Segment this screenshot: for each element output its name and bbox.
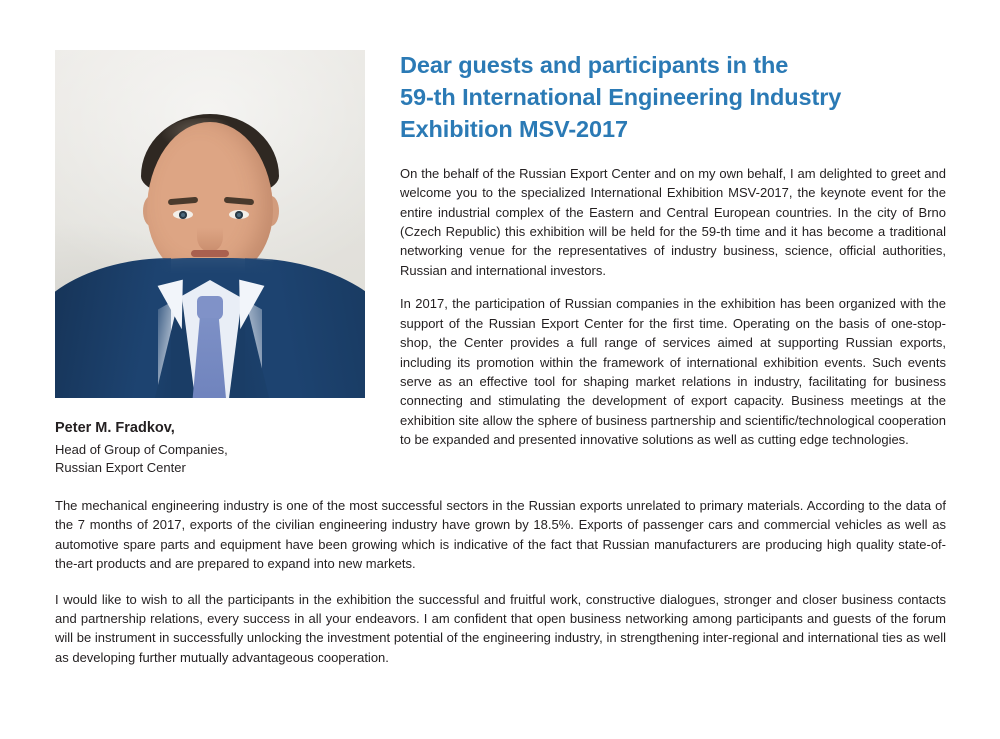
necktie-knot — [197, 296, 223, 320]
mouth-shape — [191, 250, 229, 257]
page-title-line-2: 59-th International Engineering Industry — [400, 83, 842, 110]
bottom-section: The mechanical engineering industry is o… — [55, 496, 946, 683]
portrait-caption: Peter M. Fradkov, Head of Group of Compa… — [55, 418, 365, 477]
page-title-line-1: Dear guests and participants in the — [400, 52, 789, 78]
page-title-line-3: Exhibition MSV-2017 — [400, 115, 628, 142]
suit-shadow-left — [55, 258, 171, 398]
suit-shadow-right — [245, 258, 365, 398]
body-paragraph-2: I would like to wish to all the particip… — [55, 591, 946, 665]
portrait-photo — [55, 50, 365, 398]
signatory-name: Peter M. Fradkov, — [55, 420, 175, 436]
intro-paragraph-2: In 2017, the participation of Russian co… — [400, 296, 946, 448]
top-section: Peter M. Fradkov, Head of Group of Compa… — [55, 50, 946, 485]
body-paragraph-1: The mechanical engineering industry is o… — [55, 498, 946, 572]
portrait-block: Peter M. Fradkov, Head of Group of Compa… — [55, 50, 365, 477]
intro-paragraph-1: On the behalf of the Russian Export Cent… — [400, 165, 946, 278]
nose-shape — [197, 222, 223, 252]
eye-left — [173, 210, 193, 219]
page-title: Dear guests and participants in the 59-t… — [400, 50, 946, 146]
signatory-role-line-2: Russian Export Center — [55, 460, 186, 476]
heading-and-intro-column: Dear guests and participants in the 59-t… — [400, 50, 946, 450]
signatory-role-line-1: Head of Group of Companies, — [55, 441, 228, 457]
eye-right — [229, 210, 249, 219]
